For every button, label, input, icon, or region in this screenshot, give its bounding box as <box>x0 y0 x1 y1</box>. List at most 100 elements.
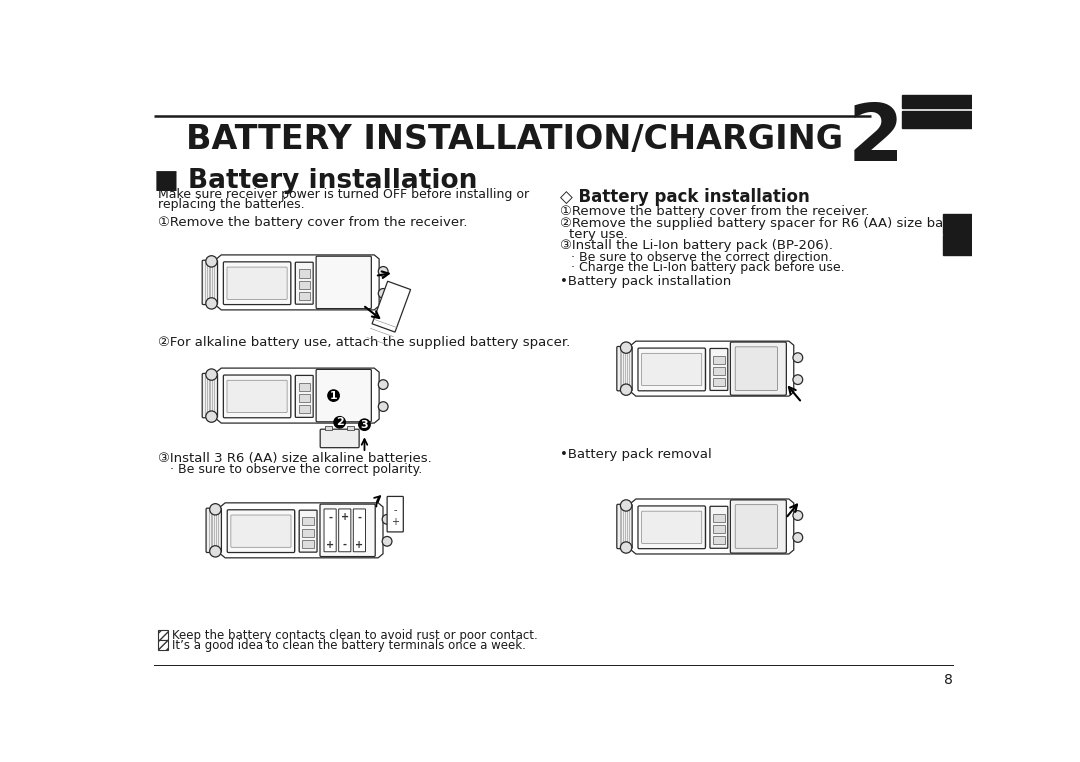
FancyBboxPatch shape <box>295 262 313 304</box>
Text: +: + <box>355 540 364 550</box>
Circle shape <box>620 500 632 511</box>
Text: 2: 2 <box>951 238 962 253</box>
Bar <box>713 367 725 375</box>
Text: ◇ Battery pack installation: ◇ Battery pack installation <box>559 187 809 206</box>
FancyBboxPatch shape <box>224 375 291 418</box>
Bar <box>713 379 725 386</box>
Text: 2: 2 <box>847 100 903 178</box>
Circle shape <box>793 511 802 520</box>
FancyBboxPatch shape <box>642 511 702 543</box>
Text: replacing the batteries.: replacing the batteries. <box>159 198 305 212</box>
FancyBboxPatch shape <box>730 500 786 553</box>
Text: ①Remove the battery cover from the receiver.: ①Remove the battery cover from the recei… <box>159 216 468 229</box>
Text: · Charge the Li-Ion battery pack before use.: · Charge the Li-Ion battery pack before … <box>571 261 845 274</box>
Text: -: - <box>342 540 347 550</box>
Text: Make sure receiver power is turned OFF before installing or: Make sure receiver power is turned OFF b… <box>159 187 529 200</box>
Bar <box>902 111 972 129</box>
FancyBboxPatch shape <box>231 515 291 547</box>
Bar <box>302 517 314 526</box>
Bar <box>713 536 725 544</box>
Text: •Battery pack installation: •Battery pack installation <box>559 274 731 288</box>
Text: ■ Battery installation: ■ Battery installation <box>154 168 477 194</box>
Bar <box>348 425 354 431</box>
Circle shape <box>620 384 632 395</box>
Circle shape <box>793 533 802 543</box>
FancyBboxPatch shape <box>387 496 403 532</box>
FancyBboxPatch shape <box>353 509 365 552</box>
Text: +: + <box>340 512 349 523</box>
Circle shape <box>620 342 632 354</box>
FancyBboxPatch shape <box>320 429 360 448</box>
FancyBboxPatch shape <box>227 510 295 552</box>
Circle shape <box>206 369 217 380</box>
Text: •Battery pack removal: •Battery pack removal <box>559 448 712 461</box>
Text: +: + <box>326 540 334 550</box>
Circle shape <box>210 504 221 515</box>
FancyBboxPatch shape <box>316 370 372 422</box>
Text: 2: 2 <box>336 418 343 427</box>
Bar <box>298 292 310 300</box>
Text: ③Install the Li-Ion battery pack (BP-206).: ③Install the Li-Ion battery pack (BP-206… <box>559 239 833 252</box>
Text: -: - <box>357 512 362 523</box>
FancyBboxPatch shape <box>324 509 336 552</box>
Bar <box>943 214 972 234</box>
Circle shape <box>334 417 346 428</box>
Bar <box>298 280 310 289</box>
FancyBboxPatch shape <box>638 348 705 391</box>
Text: -: - <box>328 512 333 523</box>
Circle shape <box>620 542 632 553</box>
Bar <box>159 640 168 651</box>
Polygon shape <box>373 281 410 332</box>
FancyBboxPatch shape <box>224 262 291 305</box>
Text: 1: 1 <box>329 391 337 401</box>
FancyBboxPatch shape <box>206 508 221 552</box>
FancyBboxPatch shape <box>339 509 351 552</box>
Circle shape <box>378 379 388 389</box>
FancyBboxPatch shape <box>710 348 728 390</box>
Circle shape <box>793 353 802 363</box>
Text: tery use.: tery use. <box>569 228 627 241</box>
Circle shape <box>206 411 217 422</box>
FancyBboxPatch shape <box>295 376 313 418</box>
FancyBboxPatch shape <box>227 267 287 299</box>
Bar <box>325 425 332 431</box>
Circle shape <box>206 298 217 309</box>
Text: 1: 1 <box>953 216 962 232</box>
Text: · Be sure to observe the correct polarity.: · Be sure to observe the correct polarit… <box>170 463 422 476</box>
Text: ③Install 3 R6 (AA) size alkaline batteries.: ③Install 3 R6 (AA) size alkaline batteri… <box>159 452 432 465</box>
Bar <box>302 540 314 548</box>
Circle shape <box>382 514 392 524</box>
Circle shape <box>328 390 339 402</box>
Circle shape <box>378 289 388 298</box>
Circle shape <box>206 256 217 267</box>
FancyBboxPatch shape <box>320 504 375 556</box>
Circle shape <box>378 267 388 277</box>
FancyBboxPatch shape <box>735 347 778 390</box>
Polygon shape <box>216 368 379 423</box>
FancyBboxPatch shape <box>735 504 778 549</box>
Bar <box>298 394 310 402</box>
FancyBboxPatch shape <box>202 261 217 305</box>
Bar <box>302 529 314 536</box>
Text: ②Remove the supplied battery spacer for R6 (AA) size bat-: ②Remove the supplied battery spacer for … <box>559 217 953 230</box>
Text: -: - <box>393 505 397 515</box>
Bar <box>713 356 725 363</box>
Text: ①Remove the battery cover from the receiver.: ①Remove the battery cover from the recei… <box>559 206 869 219</box>
Circle shape <box>378 402 388 411</box>
Circle shape <box>382 536 392 546</box>
Bar <box>943 235 972 255</box>
Polygon shape <box>631 499 794 554</box>
FancyBboxPatch shape <box>316 256 372 309</box>
Bar <box>713 525 725 533</box>
Text: 3: 3 <box>361 420 368 430</box>
FancyBboxPatch shape <box>642 354 702 386</box>
Text: ②For alkaline battery use, attach the supplied battery spacer.: ②For alkaline battery use, attach the su… <box>159 336 570 349</box>
FancyBboxPatch shape <box>299 511 318 552</box>
Polygon shape <box>216 255 379 310</box>
Circle shape <box>210 546 221 557</box>
Bar <box>713 514 725 522</box>
Text: 8: 8 <box>944 673 953 687</box>
FancyBboxPatch shape <box>202 373 217 418</box>
Text: · Be sure to observe the correct direction.: · Be sure to observe the correct directi… <box>571 251 833 264</box>
Bar <box>902 94 972 108</box>
